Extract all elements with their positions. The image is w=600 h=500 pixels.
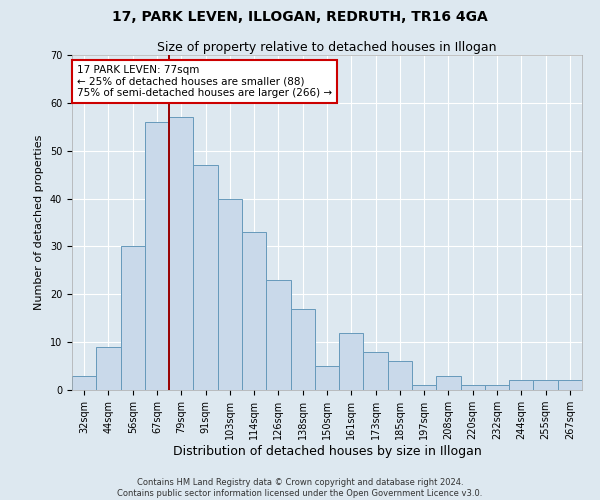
Title: Size of property relative to detached houses in Illogan: Size of property relative to detached ho… — [157, 41, 497, 54]
Bar — [412, 385, 436, 390]
Bar — [242, 232, 266, 390]
Bar — [509, 380, 533, 390]
Y-axis label: Number of detached properties: Number of detached properties — [34, 135, 44, 310]
Bar — [72, 376, 96, 390]
Text: 17, PARK LEVEN, ILLOGAN, REDRUTH, TR16 4GA: 17, PARK LEVEN, ILLOGAN, REDRUTH, TR16 4… — [112, 10, 488, 24]
Bar — [339, 332, 364, 390]
Bar — [266, 280, 290, 390]
Bar — [121, 246, 145, 390]
Text: 17 PARK LEVEN: 77sqm
← 25% of detached houses are smaller (88)
75% of semi-detac: 17 PARK LEVEN: 77sqm ← 25% of detached h… — [77, 65, 332, 98]
Bar — [290, 308, 315, 390]
Text: Contains HM Land Registry data © Crown copyright and database right 2024.
Contai: Contains HM Land Registry data © Crown c… — [118, 478, 482, 498]
Bar — [145, 122, 169, 390]
Bar — [364, 352, 388, 390]
Bar — [315, 366, 339, 390]
Bar — [533, 380, 558, 390]
Bar — [193, 165, 218, 390]
Bar — [388, 362, 412, 390]
Bar — [218, 198, 242, 390]
Bar — [485, 385, 509, 390]
Bar — [436, 376, 461, 390]
Bar — [96, 347, 121, 390]
Bar — [558, 380, 582, 390]
X-axis label: Distribution of detached houses by size in Illogan: Distribution of detached houses by size … — [173, 445, 481, 458]
Bar — [461, 385, 485, 390]
Bar — [169, 117, 193, 390]
